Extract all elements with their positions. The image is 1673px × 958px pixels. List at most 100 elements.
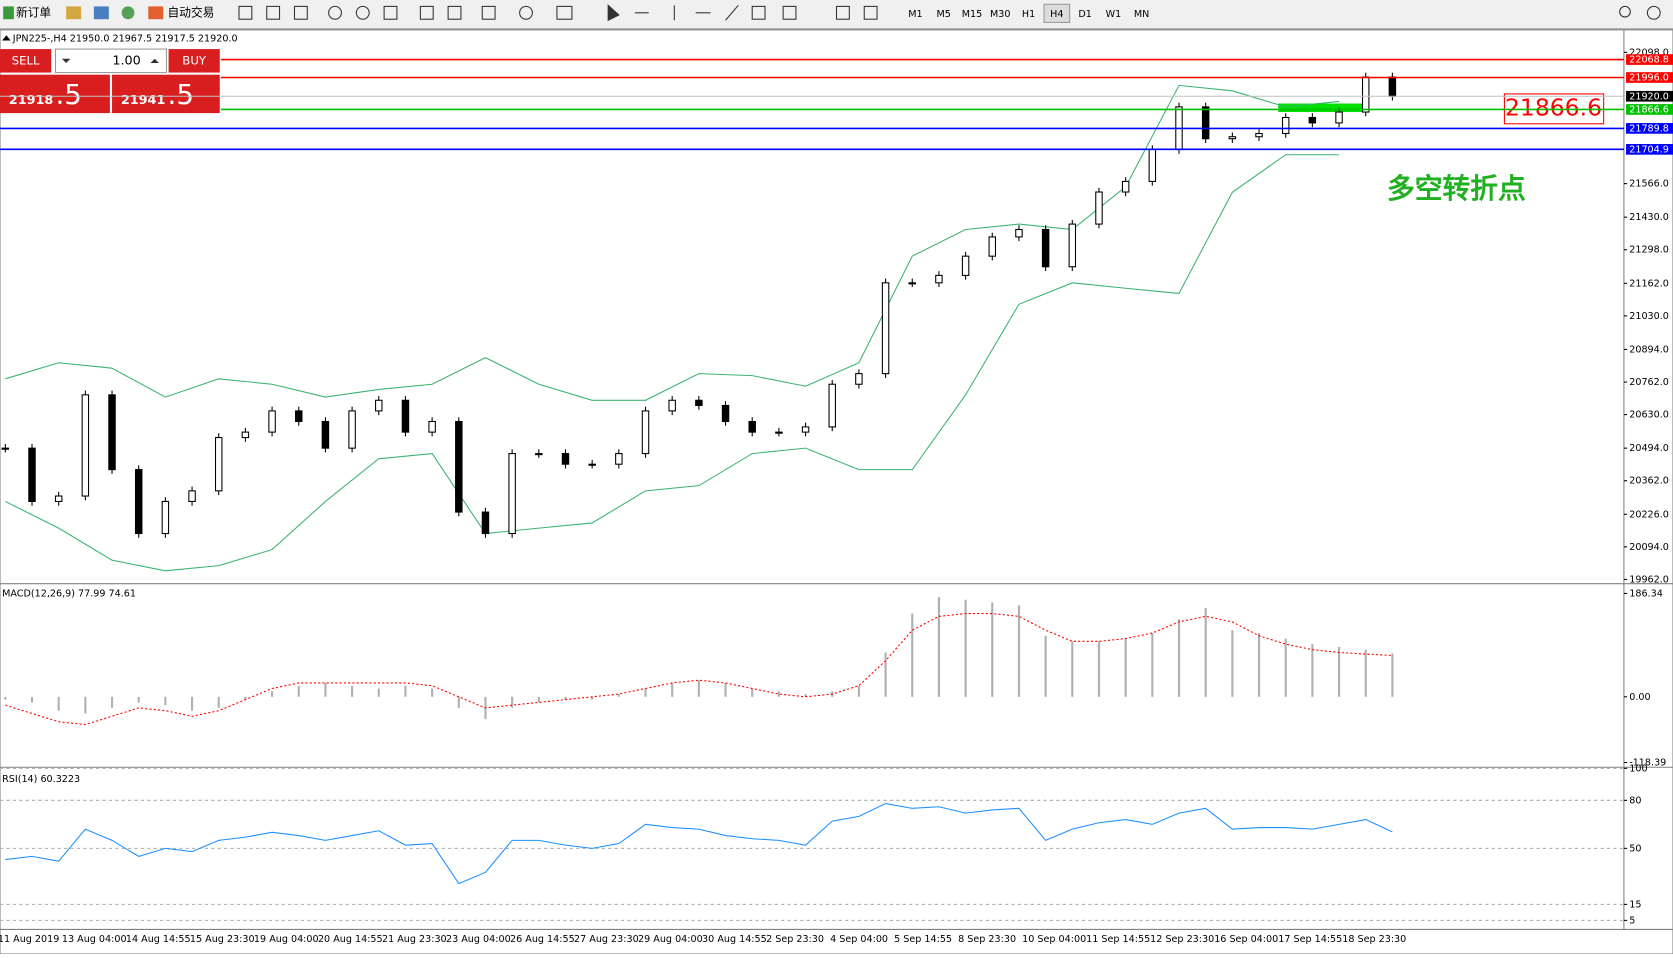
highlight-zone	[1278, 103, 1368, 113]
tool[interactable]	[328, 5, 342, 20]
time-label: 16 Sep 04:00	[1214, 934, 1278, 945]
search[interactable]	[1619, 5, 1631, 18]
tool[interactable]	[607, 4, 620, 22]
time-label: 18 Sep 23:30	[1342, 934, 1406, 945]
tool[interactable]	[447, 5, 462, 20]
y-tick-label: 21298.0	[1629, 245, 1669, 256]
tool[interactable]	[266, 5, 281, 20]
time-label: 17 Sep 14:55	[1278, 934, 1342, 945]
lots-value[interactable]: 1.00	[112, 53, 140, 68]
candle-body	[348, 410, 356, 449]
candle-body	[535, 453, 543, 456]
timeframe-button[interactable]: M1	[908, 9, 922, 20]
candle-body	[1228, 136, 1237, 140]
icon[interactable]	[121, 6, 135, 20]
time-label: 20 Aug 14:55	[318, 934, 383, 945]
timeframe-button[interactable]: M30	[990, 9, 1010, 20]
tool[interactable]	[383, 5, 398, 20]
timeframe-button[interactable]: H1	[1022, 9, 1035, 20]
candle-body	[1121, 180, 1130, 193]
candle-body	[1041, 228, 1050, 268]
timeframe-button[interactable]: D1	[1078, 9, 1091, 20]
sell-button[interactable]	[0, 49, 52, 73]
y-tick-label: 22098.0	[1629, 47, 1669, 58]
collapse-icon[interactable]	[2, 35, 11, 41]
candle-body	[1308, 116, 1317, 124]
candle-body	[1255, 132, 1263, 138]
timeframe-button[interactable]: MN	[1134, 9, 1149, 20]
tool[interactable]	[782, 5, 797, 20]
time-label: 4 Sep 04:00	[830, 934, 888, 945]
timeframe-button[interactable]: W1	[1106, 9, 1122, 20]
tool[interactable]	[355, 5, 370, 20]
candle-body	[721, 404, 730, 423]
candle-body	[1335, 111, 1343, 124]
tool-icons	[238, 4, 1661, 22]
tool[interactable]	[556, 5, 573, 20]
current-price-label: 21920.0	[1629, 91, 1669, 102]
auto-trading-icon[interactable]	[148, 6, 164, 20]
bollinger-band	[5, 154, 1340, 572]
y-tick-label: 186.34	[1629, 588, 1663, 599]
tool[interactable]	[725, 4, 739, 21]
y-tick-label: 20762.0	[1629, 377, 1669, 388]
sell-price[interactable]: 21918	[9, 93, 54, 108]
lots-up[interactable]	[150, 58, 159, 63]
y-tick-label: 50	[1629, 843, 1641, 854]
time-label: 23 Aug 04:00	[446, 934, 511, 945]
candle-body	[828, 383, 836, 428]
time-label: 30 Aug 14:55	[702, 934, 767, 945]
sell-price-fraction[interactable]: .5	[55, 78, 81, 111]
candle-body	[775, 431, 783, 434]
tool[interactable]	[293, 5, 308, 20]
level-label: 21704.9	[1629, 144, 1669, 155]
one-click-panel: SELL 1.00 BUY 21918 .5 21941 .5	[0, 48, 220, 114]
candle-body	[695, 399, 703, 406]
time-label: 2 Sep 23:30	[766, 934, 824, 945]
y-tick-label: 20226.0	[1629, 509, 1669, 520]
candle-body	[615, 453, 623, 465]
sell-price-box[interactable]	[0, 74, 110, 114]
new-order-icon[interactable]	[3, 6, 14, 20]
tool[interactable]	[519, 5, 533, 20]
icon[interactable]	[66, 6, 82, 20]
candle-body	[588, 463, 596, 466]
y-tick-label: 80	[1629, 795, 1641, 806]
tool[interactable]	[751, 5, 766, 20]
time-label: 29 Aug 04:00	[638, 934, 703, 945]
candle-body	[428, 420, 436, 433]
timeframe-button[interactable]: M5	[937, 9, 951, 20]
y-tick-label: 20094.0	[1629, 542, 1669, 553]
buy-price-box[interactable]	[112, 74, 220, 114]
candle-body	[241, 431, 250, 439]
tool[interactable]	[419, 5, 434, 20]
candle-body	[54, 495, 63, 502]
candle-body	[641, 410, 650, 455]
candle-body	[401, 399, 410, 433]
buy-price-fraction[interactable]: .5	[168, 78, 194, 111]
macd-signal	[5, 613, 1393, 726]
candle-body	[161, 500, 170, 535]
new-order-button[interactable]: 新订单	[16, 5, 51, 19]
icon[interactable]	[93, 6, 109, 20]
time-label: 26 Aug 14:55	[510, 934, 575, 945]
timeframe-button[interactable]: M15	[962, 9, 982, 20]
community[interactable]	[1646, 5, 1661, 20]
tool[interactable]	[863, 5, 878, 20]
tool[interactable]	[238, 5, 253, 20]
sell-label[interactable]: SELL	[12, 53, 40, 67]
candle-body	[935, 274, 943, 284]
auto-trading-button[interactable]: 自动交易	[168, 5, 215, 19]
tool[interactable]	[835, 5, 850, 20]
y-tick-label: 19962.0	[1629, 574, 1669, 585]
buy-label[interactable]: BUY	[182, 53, 207, 67]
lots-field[interactable]	[54, 48, 167, 74]
time-label: 15 Aug 23:30	[190, 934, 255, 945]
candle-body	[1, 447, 10, 450]
tool[interactable]	[481, 5, 496, 20]
timeframe-button[interactable]: H4	[1050, 9, 1063, 20]
buy-button[interactable]	[168, 49, 220, 73]
lots-down[interactable]	[61, 58, 71, 63]
buy-price[interactable]: 21941	[121, 93, 166, 108]
